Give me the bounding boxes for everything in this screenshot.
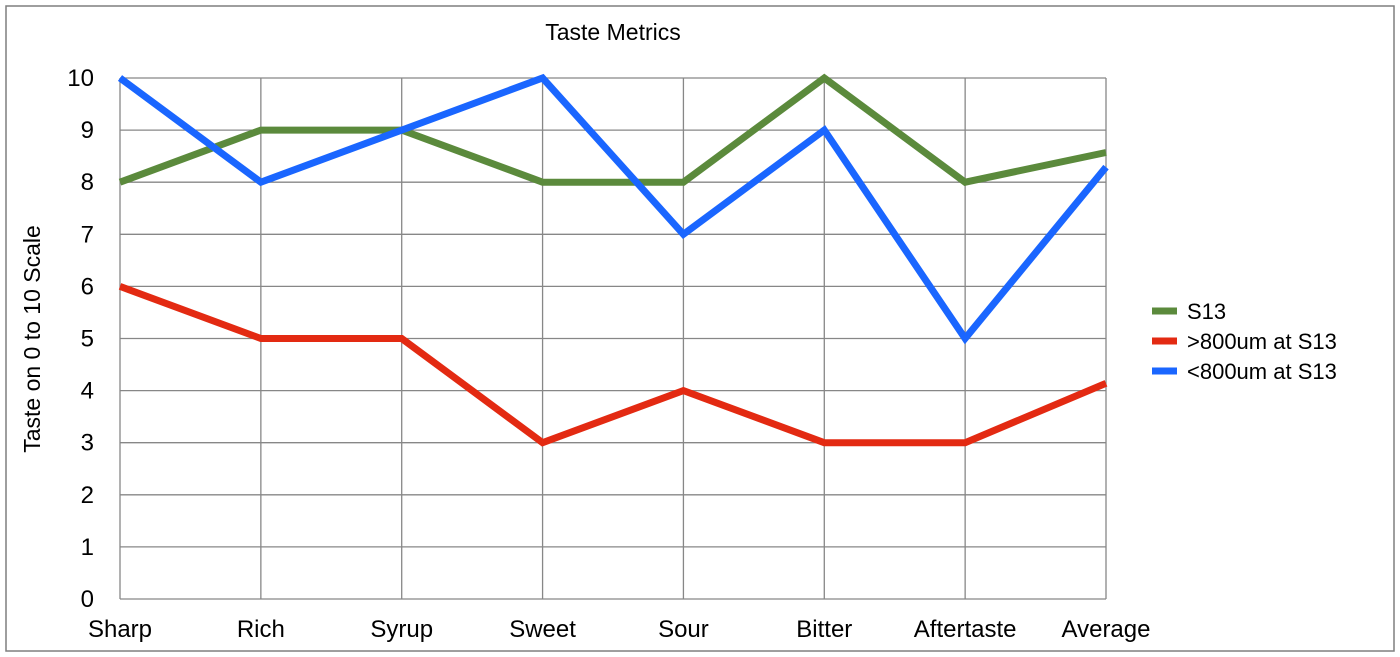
- x-tick-label: Sweet: [509, 616, 576, 643]
- x-tick-label: Sharp: [88, 616, 152, 643]
- y-tick-label: 3: [81, 430, 94, 457]
- legend-label: <800um at S13: [1187, 359, 1337, 384]
- x-axis-ticks: Sharp Rich Syrup Sweet Sour Bitter Aftertaste A…: [88, 616, 1151, 643]
- y-tick-label: 7: [81, 221, 94, 248]
- y-tick-label: 4: [81, 378, 94, 405]
- x-tick-label: Average: [1062, 616, 1151, 643]
- y-tick-label: 1: [81, 534, 94, 561]
- y-tick-label: 5: [81, 326, 94, 353]
- series-line-1: [118, 283, 1108, 447]
- series-line-2: [117, 73, 1109, 345]
- y-tick-label: 2: [81, 482, 94, 509]
- series-lines: [117, 73, 1109, 447]
- y-axis-ticks: 0 1 2 3 4 5 6 7 8 9 10: [67, 65, 94, 613]
- x-tick-label: Sour: [658, 616, 709, 643]
- x-tick-label: Aftertaste: [914, 616, 1017, 643]
- y-tick-label: 8: [81, 169, 94, 196]
- y-tick-label: 9: [81, 117, 94, 144]
- chart-frame: [5, 5, 1395, 652]
- legend-label: >800um at S13: [1187, 329, 1337, 354]
- y-axis-label: Taste on 0 to 10 Scale: [19, 225, 45, 453]
- chart-title: Taste Metrics: [545, 19, 680, 45]
- series-line-0: [118, 73, 1107, 186]
- x-tick-label: Rich: [237, 616, 285, 643]
- legend: S13 >800um at S13 <800um at S13: [1152, 299, 1337, 384]
- y-tick-label: 0: [81, 586, 94, 613]
- y-tick-label: 10: [67, 65, 94, 92]
- x-tick-label: Bitter: [796, 616, 852, 643]
- x-tick-label: Syrup: [370, 616, 433, 643]
- legend-label: S13: [1187, 299, 1226, 324]
- y-tick-label: 6: [81, 273, 94, 300]
